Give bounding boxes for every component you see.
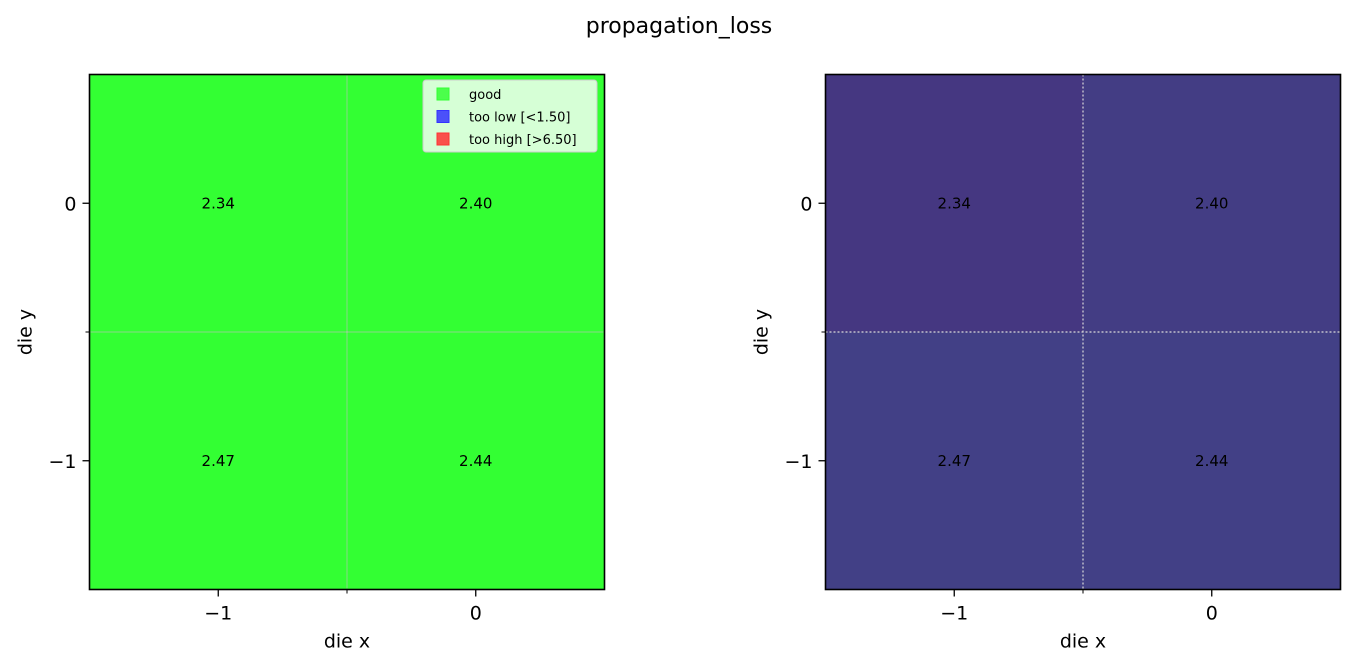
heatmap-cell (825, 74, 1083, 332)
cell-value-label: 2.34 (202, 194, 235, 212)
x-tick-label: −1 (204, 603, 232, 625)
legend-label: good (469, 88, 501, 103)
y-tick-label: 0 (64, 193, 76, 215)
y-tick-label: −1 (784, 451, 812, 473)
legend-marker (436, 87, 450, 101)
legend-label: too low [<1.50] (469, 111, 570, 126)
cell-value-label: 2.40 (459, 194, 492, 212)
y-tick-label: −1 (48, 451, 76, 473)
x-tick-label: 0 (1206, 603, 1218, 625)
cell-value-label: 2.47 (938, 452, 971, 470)
cell-value-label: 2.44 (1195, 452, 1228, 470)
figure-title: propagation_loss (586, 14, 773, 39)
legend-label: too high [>6.50] (469, 133, 577, 148)
legend-marker (436, 132, 450, 146)
x-tick-label: −1 (940, 603, 968, 625)
heatmap-cell (347, 332, 605, 590)
heatmap-cell (89, 74, 347, 332)
heatmap-cell (89, 332, 347, 590)
x-tick-label: 0 (470, 603, 482, 625)
legend: good too low [<1.50] too high [>6.50] (422, 79, 598, 153)
cell-value-label: 2.47 (202, 452, 235, 470)
x-axis-label: die x (1060, 631, 1106, 653)
cell-value-label: 2.40 (1195, 194, 1228, 212)
cell-value-label: 2.34 (938, 194, 971, 212)
y-axis-label: die y (15, 309, 37, 355)
heatmap-panel-value-colormap: 2.34 2.40 2.47 2.44 −1 0 0 −1 die x die y (751, 73, 1342, 653)
y-tick-label: 0 (800, 193, 812, 215)
heatmap-cell (1083, 332, 1341, 590)
legend-marker (436, 110, 450, 123)
heatmap-cell (1083, 74, 1341, 332)
y-axis-label: die y (751, 309, 773, 355)
x-axis-label: die x (324, 631, 370, 653)
heatmap-cell (825, 332, 1083, 590)
legend-box (422, 79, 598, 153)
cell-value-label: 2.44 (459, 452, 492, 470)
heatmap-panel-pass-fail: 2.34 2.40 2.47 2.44 −1 0 0 −1 die x die y good too … (15, 73, 606, 653)
